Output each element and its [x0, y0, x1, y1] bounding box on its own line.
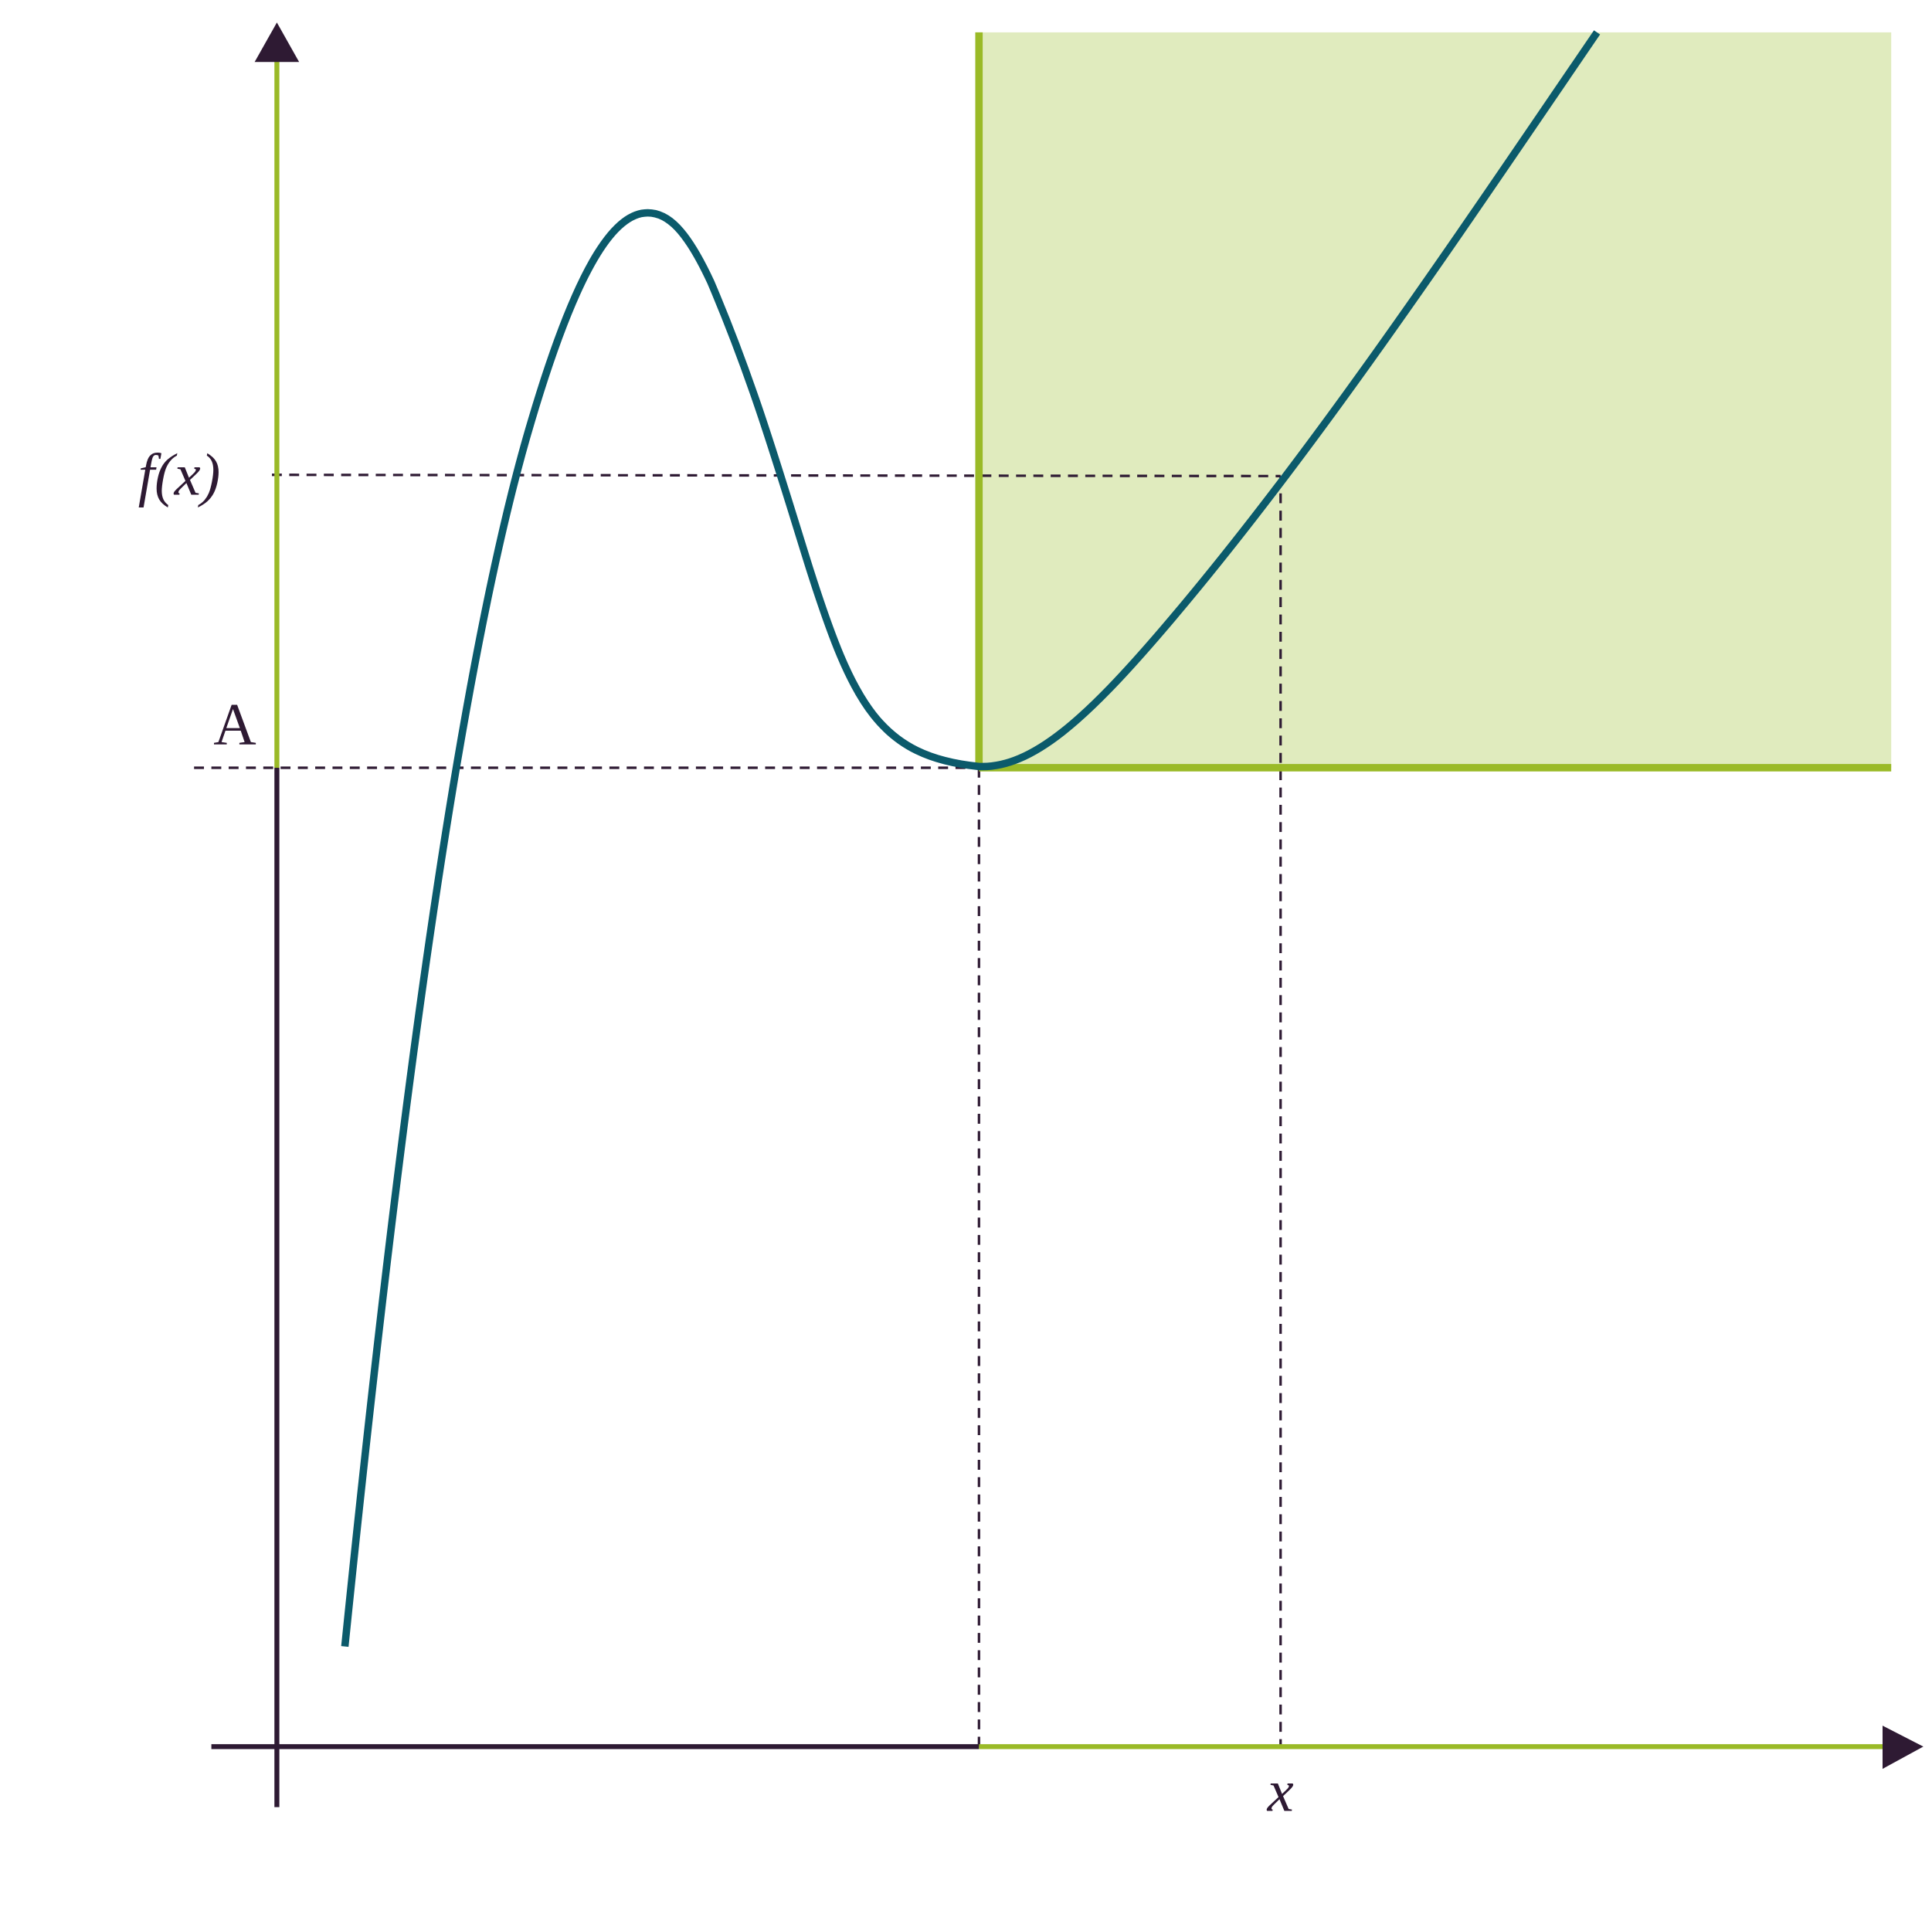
dashed-line: [272, 473, 1281, 477]
fx-label: f(x): [138, 442, 221, 507]
y-axis-arrow: [254, 22, 300, 63]
guide-lines: [194, 473, 1282, 1747]
function-curve: [341, 30, 1601, 1648]
x-axis-arrow: [1882, 1726, 1924, 1770]
shaded-region: [979, 32, 1892, 768]
a-label: A: [213, 692, 256, 758]
x-label: x: [1267, 1758, 1294, 1824]
